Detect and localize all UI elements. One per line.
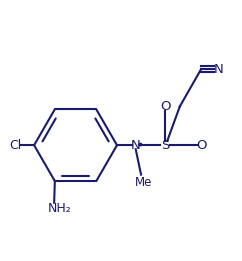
Text: NH₂: NH₂ [48, 201, 71, 215]
Text: Me: Me [135, 176, 152, 189]
Text: S: S [161, 139, 169, 152]
Text: O: O [196, 139, 206, 152]
Text: N: N [214, 63, 223, 75]
Text: O: O [160, 100, 170, 113]
Text: N: N [131, 139, 141, 152]
Text: Cl: Cl [9, 139, 22, 152]
